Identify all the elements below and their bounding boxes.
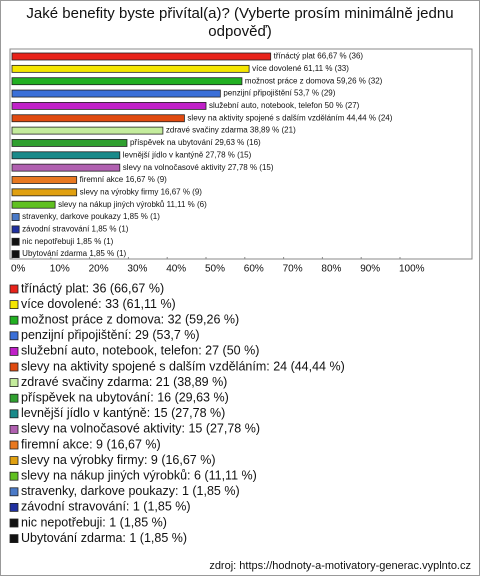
value-label: příspěvek na ubytování 29,63 % (16) bbox=[130, 138, 261, 147]
bar bbox=[11, 213, 20, 221]
legend-label: nic nepotřebuji: 1 (1,85 %) bbox=[21, 515, 167, 529]
legend-label: stravenky, darkove poukazy: 1 (1,85 %) bbox=[21, 484, 240, 498]
legend-label: zdravé svačiny zdarma: 21 (38,89 %) bbox=[21, 375, 227, 389]
x-tick-label: 90% bbox=[360, 264, 380, 275]
value-label: firemní akce 16,67 % (9) bbox=[80, 175, 167, 184]
x-tick-label: 10% bbox=[50, 264, 70, 275]
bar bbox=[11, 89, 221, 98]
value-label: stravenky, darkove poukazy 1,85 % (1) bbox=[22, 212, 160, 221]
legend-swatch bbox=[9, 424, 19, 434]
legend-label: firemní akce: 9 (16,67 %) bbox=[21, 437, 161, 451]
legend-swatch bbox=[9, 487, 19, 497]
legend-label: slevy na aktivity spojené s dalším vzděl… bbox=[21, 359, 345, 373]
legend-label: možnost práce z domova: 32 (59,26 %) bbox=[21, 312, 239, 326]
bar bbox=[11, 64, 250, 73]
legend-label: levnější jídlo v kantýně: 15 (27,78 %) bbox=[21, 406, 225, 420]
value-label: třínáctý plat 66,67 % (36) bbox=[274, 52, 364, 61]
legend-swatch bbox=[9, 518, 19, 528]
bar bbox=[11, 77, 243, 86]
legend-label: penzijní připojištění: 29 (53,7 %) bbox=[21, 328, 200, 342]
value-label: zdravé svačiny zdarma 38,89 % (21) bbox=[166, 126, 296, 135]
legend-swatch bbox=[9, 284, 19, 294]
bar bbox=[11, 250, 20, 259]
legend-swatch bbox=[9, 378, 19, 388]
bar bbox=[11, 139, 128, 147]
legend-label: služební auto, notebook, telefon: 27 (50… bbox=[21, 344, 259, 358]
chart-title: Jaké benefity byste přivítal(a)? (Vybert… bbox=[26, 5, 454, 40]
legend-label: příspěvek na ubytování: 16 (29,63 %) bbox=[21, 390, 229, 404]
value-label: slevy na volnočasové aktivity 27,78 % (1… bbox=[123, 163, 274, 172]
bar bbox=[11, 102, 207, 110]
value-label: závodní stravování 1,85 % (1) bbox=[22, 225, 129, 234]
bar bbox=[11, 151, 121, 160]
source: zdroj: https://hodnoty-a-motivatory-gene… bbox=[209, 560, 471, 572]
bar bbox=[11, 237, 20, 246]
bar bbox=[11, 200, 56, 209]
x-tick-label: 60% bbox=[244, 264, 264, 275]
legend-swatch bbox=[9, 502, 19, 512]
x-tick-label: 50% bbox=[205, 264, 225, 275]
bar bbox=[11, 188, 78, 197]
bar bbox=[11, 176, 78, 184]
legend-swatch bbox=[9, 471, 19, 481]
legend-swatch bbox=[9, 362, 19, 372]
x-tick-label: 30% bbox=[127, 264, 147, 275]
x-tick-label: 40% bbox=[166, 264, 186, 275]
x-tick-label: 20% bbox=[89, 264, 109, 275]
bar bbox=[11, 52, 272, 61]
value-label: penzijní připojištění 53,7 % (29) bbox=[223, 89, 335, 98]
x-tick-label: 0% bbox=[11, 264, 26, 275]
legend-swatch bbox=[9, 393, 19, 403]
x-tick-label: 80% bbox=[321, 264, 341, 275]
legend-label: závodní stravování: 1 (1,85 %) bbox=[21, 500, 191, 514]
legend-swatch bbox=[9, 315, 19, 325]
value-label: slevy na výrobky firmy 16,67 % (9) bbox=[80, 187, 203, 196]
bar bbox=[11, 126, 164, 135]
legend-swatch bbox=[9, 346, 19, 356]
bar bbox=[11, 114, 185, 123]
legend-label: slevy na nákup jiných výrobků: 6 (11,11 … bbox=[21, 468, 257, 482]
legend-swatch bbox=[9, 534, 19, 543]
value-label: více dovolené 61,11 % (33) bbox=[252, 64, 349, 73]
value-label: nic nepotřebuji 1,85 % (1) bbox=[22, 237, 114, 246]
legend-swatch bbox=[9, 440, 19, 450]
value-label: levnější jídlo v kantýně 27,78 % (15) bbox=[123, 150, 252, 159]
x-tick-label: 100% bbox=[399, 264, 425, 275]
value-label: slevy na aktivity spojené s dalším vzděl… bbox=[187, 113, 392, 122]
legend-swatch bbox=[9, 409, 19, 419]
legend-label: Ubytování zdarma: 1 (1,85 %) bbox=[21, 531, 187, 545]
legend-swatch bbox=[9, 300, 19, 310]
legend-label: slevy na výrobky firmy: 9 (16,67 %) bbox=[21, 453, 216, 467]
value-label: služební auto, notebook, telefon 50 % (2… bbox=[209, 101, 360, 110]
bar bbox=[11, 225, 20, 234]
legend-swatch bbox=[9, 456, 19, 466]
value-label: Ubytování zdarma 1,85 % (1) bbox=[22, 249, 126, 258]
bar bbox=[11, 163, 121, 172]
legend-label: více dovolené: 33 (61,11 %) bbox=[21, 297, 176, 311]
legend-label: třínáctý plat: 36 (66,67 %) bbox=[21, 281, 164, 295]
value-label: slevy na nákup jiných výrobků 11,11 % (6… bbox=[58, 200, 207, 209]
legend-swatch bbox=[9, 331, 19, 341]
value-label: možnost práce z domova 59,26 % (32) bbox=[245, 76, 383, 85]
legend-label: slevy na volnočasové aktivity: 15 (27,78… bbox=[21, 422, 260, 436]
x-tick-label: 70% bbox=[283, 264, 303, 275]
